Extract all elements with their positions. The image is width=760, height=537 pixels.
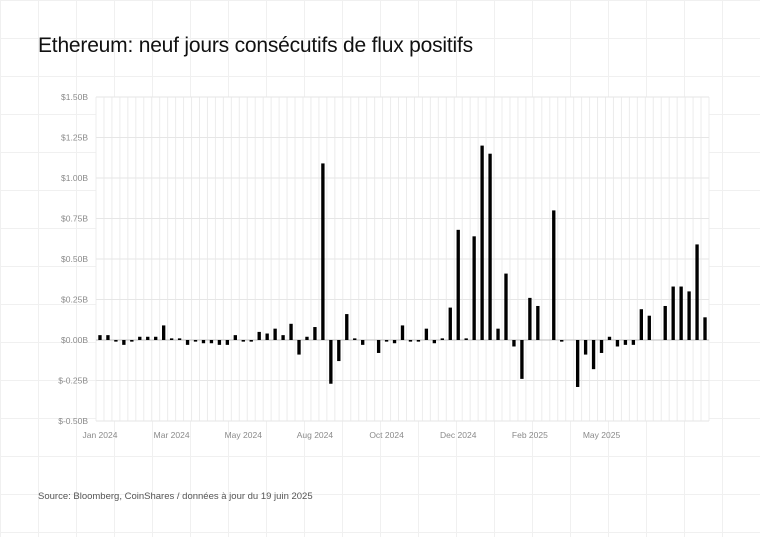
- bar: [488, 153, 492, 340]
- bar: [130, 340, 134, 342]
- bar: [512, 340, 516, 347]
- bar: [305, 336, 309, 340]
- bar: [575, 340, 580, 387]
- x-tick-label: May 2024: [225, 430, 263, 440]
- bar: [353, 338, 357, 340]
- y-tick-label: $-0.50B: [58, 416, 88, 426]
- bar: [703, 317, 707, 340]
- bar: [233, 335, 237, 340]
- x-tick-label: Feb 2025: [512, 430, 548, 440]
- bar: [695, 244, 699, 340]
- chart-title: Ethereum: neuf jours consécutifs de flux…: [38, 34, 473, 57]
- bar: [376, 340, 381, 353]
- bar: [591, 340, 596, 370]
- bar: [146, 336, 150, 340]
- bar: [552, 210, 556, 340]
- y-axis-ticks: $-0.50B $-0.25B $0.00B $0.25B $0.50B $0.75B $1…: [58, 92, 88, 426]
- bar: [504, 273, 508, 340]
- bar: [154, 336, 158, 340]
- bar: [209, 340, 214, 344]
- bar: [456, 229, 460, 340]
- bar: [663, 305, 667, 340]
- y-tick-label: $1.50B: [61, 92, 88, 102]
- bar: [241, 340, 245, 342]
- x-axis-ticks: Jan 2024 Mar 2024 May 2024 Aug 2024 Oct 2024…: [82, 430, 620, 440]
- bar: [599, 340, 604, 353]
- bars: [98, 145, 707, 387]
- bar: [273, 328, 277, 340]
- bar: [647, 315, 651, 340]
- bar: [193, 340, 198, 342]
- x-tick-label: Oct 2024: [369, 430, 404, 440]
- bar: [416, 340, 421, 342]
- y-tick-label: $1.00B: [61, 173, 88, 183]
- x-tick-label: May 2025: [583, 430, 621, 440]
- bar: [448, 307, 452, 340]
- bar: [98, 335, 102, 340]
- bar: [520, 340, 524, 379]
- bar: [687, 291, 691, 340]
- bar: [217, 340, 222, 345]
- bar: [424, 328, 429, 340]
- bar: [122, 340, 126, 345]
- y-tick-label: $0.00B: [61, 335, 88, 345]
- bar: [384, 340, 389, 342]
- bar: [528, 297, 532, 340]
- bar: [392, 340, 397, 344]
- bar: [432, 340, 437, 344]
- bar: [289, 323, 293, 340]
- bar: [281, 335, 285, 340]
- bar: [265, 333, 269, 340]
- bar: [607, 336, 612, 340]
- bar: [321, 163, 325, 340]
- x-tick-label: Mar 2024: [154, 430, 190, 440]
- bar: [361, 340, 365, 345]
- x-tick-label: Aug 2024: [297, 430, 334, 440]
- bar: [329, 340, 333, 384]
- x-tick-label: Dec 2024: [440, 430, 477, 440]
- x-tick-label: Jan 2024: [82, 430, 117, 440]
- bar: [583, 340, 588, 355]
- bar: [225, 340, 230, 345]
- bar: [472, 236, 476, 340]
- bar: [464, 338, 468, 340]
- bar: [114, 340, 118, 342]
- y-tick-label: $0.25B: [61, 295, 88, 305]
- bar: [631, 340, 636, 345]
- source-note: Source: Bloomberg, CoinShares / données …: [38, 491, 313, 502]
- bar: [679, 286, 683, 340]
- bar: [345, 314, 349, 340]
- bar: [169, 338, 174, 340]
- bar: [615, 340, 620, 347]
- bar: [106, 335, 110, 340]
- y-tick-label: $0.75B: [61, 214, 88, 224]
- bar: [185, 340, 190, 345]
- y-tick-label: $-0.25B: [58, 376, 88, 386]
- bar: [440, 338, 444, 340]
- bar: [536, 305, 540, 340]
- bar: [138, 336, 142, 340]
- horizontal-grid: [96, 96, 709, 422]
- bar: [297, 340, 301, 355]
- bar: [313, 327, 317, 340]
- bar: [400, 325, 405, 340]
- bar: [496, 328, 500, 340]
- bar: [639, 309, 644, 340]
- bar: [249, 340, 253, 342]
- bar: [671, 286, 675, 340]
- y-tick-label: $0.50B: [61, 254, 88, 264]
- bar: [337, 340, 341, 362]
- y-tick-label: $1.25B: [61, 133, 88, 143]
- bar: [560, 340, 564, 342]
- bar: [177, 338, 182, 340]
- bar: [161, 325, 166, 340]
- bar: [480, 145, 484, 340]
- bar: [408, 340, 413, 342]
- bar: [201, 340, 206, 344]
- bar: [257, 331, 261, 340]
- bar: [623, 340, 628, 345]
